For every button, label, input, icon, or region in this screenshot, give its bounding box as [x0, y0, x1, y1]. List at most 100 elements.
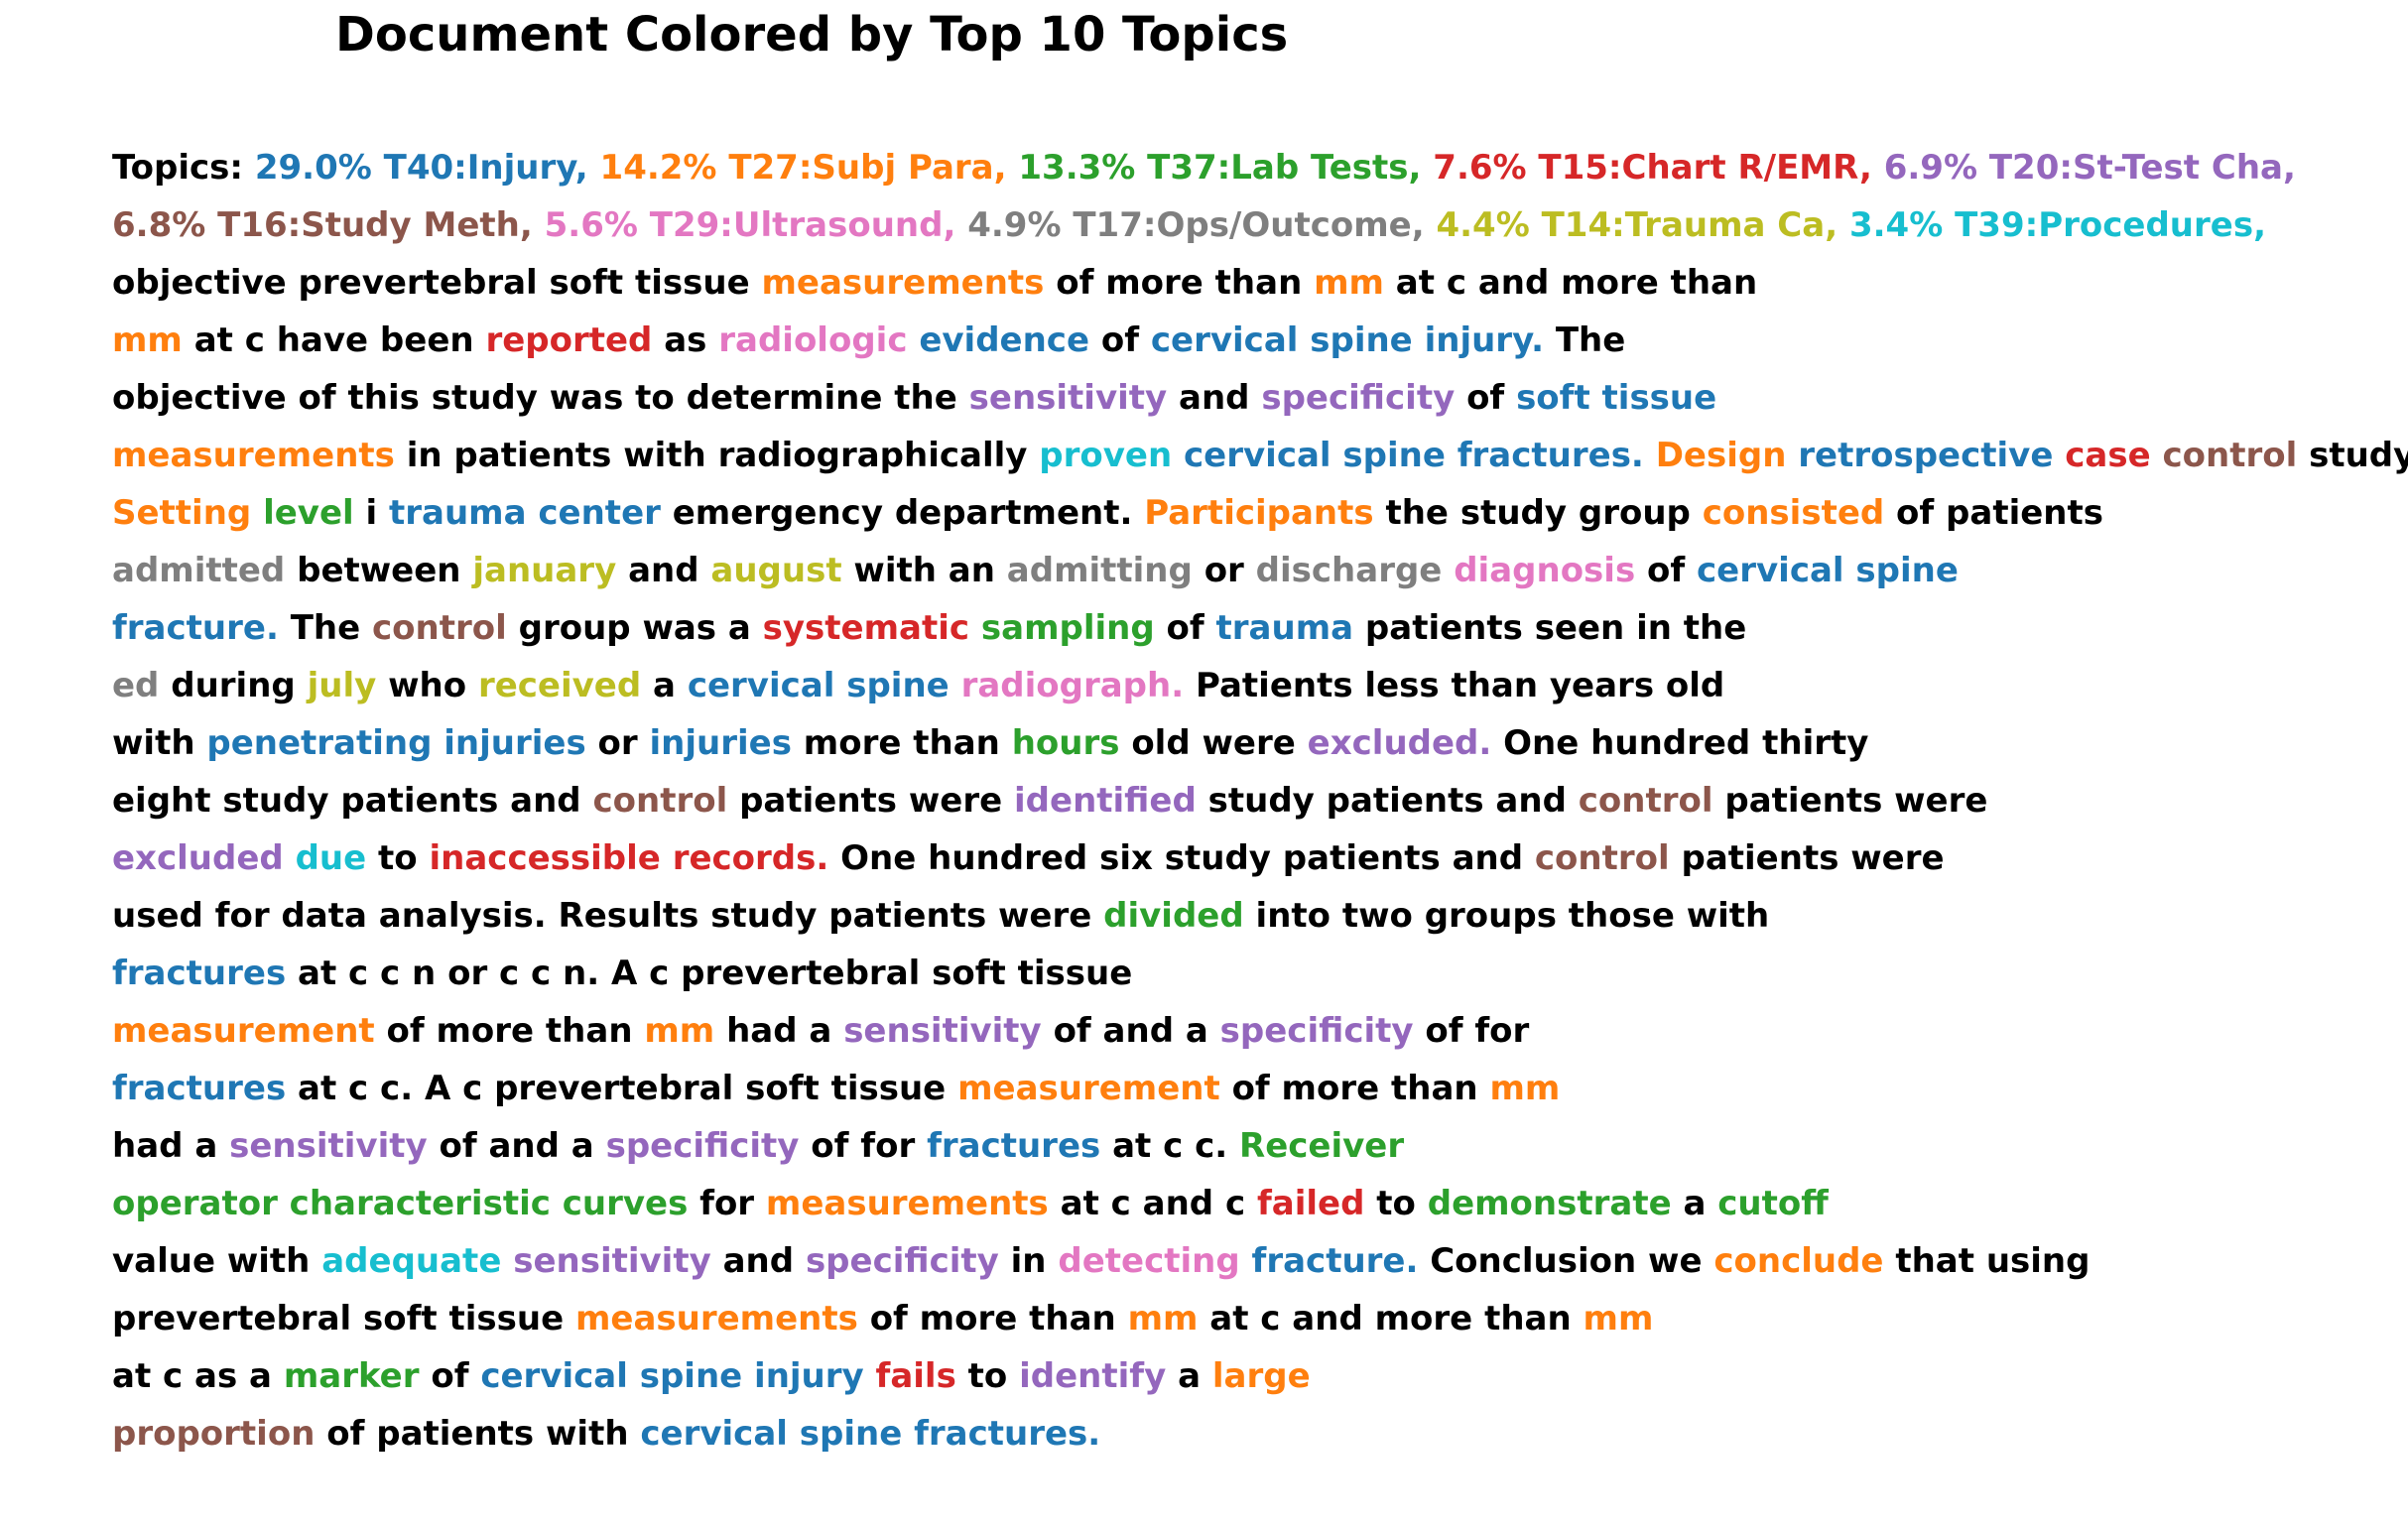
plain-text: at c and more than: [1383, 263, 1758, 303]
plain-text: eight study patients and: [112, 781, 593, 821]
plain-text: of patients: [1884, 493, 2103, 533]
plain-text: [969, 608, 981, 648]
plain-text: [955, 205, 967, 245]
plain-text: as: [652, 320, 719, 360]
topic-word: diagnosis: [1454, 551, 1636, 590]
plain-text: study patients and: [1196, 781, 1579, 821]
plain-text: of: [419, 1356, 481, 1396]
plain-text: One hundred thirty: [1491, 723, 1869, 763]
topic-word: measurement: [957, 1069, 1220, 1108]
plain-text: and: [1167, 378, 1262, 418]
plain-text: of more than: [857, 1299, 1128, 1339]
topic-word: case: [2065, 436, 2151, 475]
topic-word: received: [477, 666, 642, 705]
topic-legend-entry: 4.9% T17:Ops/Outcome,: [967, 205, 1425, 245]
topic-word: measurements: [761, 263, 1045, 303]
plain-text: at c c. A c prevertebral soft tissue: [286, 1069, 958, 1108]
topic-legend-line: Topics: 29.0% T40:Injury, 14.2% T27:Subj…: [112, 139, 2394, 196]
plain-text: study.: [2309, 436, 2408, 475]
plain-text: Topics:: [112, 148, 255, 188]
topic-word: fracture.: [1251, 1241, 1419, 1281]
topic-word: ed: [112, 666, 160, 705]
topic-word: control: [372, 608, 507, 648]
plain-text: [1240, 1241, 1252, 1281]
plain-text: prevertebral soft tissue: [112, 1299, 575, 1339]
document-text-line: prevertebral soft tissue measurements of…: [112, 1290, 2394, 1347]
topic-word: specificity: [805, 1241, 999, 1281]
plain-text: [533, 205, 545, 245]
plain-text: [2151, 436, 2163, 475]
plain-text: at c as a: [112, 1356, 284, 1396]
topic-word: measurements: [112, 436, 395, 475]
topic-word: measurements: [765, 1184, 1049, 1223]
topic-word: Design: [1655, 436, 1787, 475]
topic-word: identify: [1019, 1356, 1167, 1396]
plain-text: old were: [1119, 723, 1308, 763]
plain-text: [1425, 205, 1437, 245]
plain-text: [1172, 436, 1184, 475]
plain-text: a: [641, 666, 688, 705]
topic-word: mm: [1314, 263, 1384, 303]
topic-word: mm: [1127, 1299, 1199, 1339]
plain-text: of: [1089, 320, 1151, 360]
topic-word: august: [710, 551, 842, 590]
topic-legend-entry: 4.4% T14:Trauma Ca,: [1436, 205, 1838, 245]
plain-text: of: [1455, 378, 1517, 418]
plain-text: at c have been: [182, 320, 486, 360]
plain-text: [588, 148, 600, 188]
plain-text: [1007, 148, 1019, 188]
plain-text: Conclusion we: [1418, 1241, 1714, 1281]
document-text-line: ed during july who received a cervical s…: [112, 657, 2394, 714]
topic-word: detecting: [1058, 1241, 1240, 1281]
topic-legend-entry: 5.6% T29:Ultrasound,: [544, 205, 956, 245]
plain-text: and: [616, 551, 711, 590]
plain-text: of more than: [374, 1011, 645, 1051]
topic-word: identified: [1014, 781, 1197, 821]
plain-text: between: [285, 551, 473, 590]
topic-word: excluded.: [1307, 723, 1492, 763]
document-body: Topics: 29.0% T40:Injury, 14.2% T27:Subj…: [112, 139, 2408, 1463]
plain-text: in patients with radiographically: [394, 436, 1040, 475]
document-text-line: fracture. The control group was a system…: [112, 599, 2394, 657]
topic-word: adequate: [321, 1241, 502, 1281]
topic-word: specificity: [605, 1126, 800, 1166]
topic-word: fractures: [112, 954, 287, 993]
topic-word: fractures: [112, 1069, 287, 1108]
plain-text: One hundred six study patients and: [828, 838, 1535, 878]
topic-word: sensitivity: [843, 1011, 1042, 1051]
topic-word: proven: [1039, 436, 1173, 475]
plain-text: [1838, 205, 1849, 245]
plain-text: a: [1166, 1356, 1212, 1396]
topic-word: mm: [112, 320, 183, 360]
plain-text: used for data analysis. Results study pa…: [112, 896, 1104, 936]
plain-text: at c and c: [1048, 1184, 1257, 1223]
topic-word: systematic: [762, 608, 970, 648]
plain-text: The: [1544, 320, 1626, 360]
plain-text: or: [585, 723, 650, 763]
topic-word: cervical spine fractures.: [640, 1414, 1101, 1454]
topic-word: admitted: [112, 551, 286, 590]
topic-word: sensitivity: [229, 1126, 428, 1166]
document-text-line: Setting level i trauma center emergency …: [112, 484, 2394, 542]
plain-text: at c c.: [1100, 1126, 1240, 1166]
topic-word: inaccessible records.: [429, 838, 829, 878]
plain-text: [251, 493, 263, 533]
topic-word: level: [263, 493, 354, 533]
topic-legend-line: 6.8% T16:Study Meth, 5.6% T29:Ultrasound…: [112, 196, 2394, 254]
plain-text: patients were: [1712, 781, 1988, 821]
topic-word: consisted: [1702, 493, 1885, 533]
topic-word: evidence: [919, 320, 1090, 360]
plain-text: of: [1154, 608, 1216, 648]
plain-text: [1421, 148, 1433, 188]
plain-text: of for: [1413, 1011, 1530, 1051]
topic-word: sampling: [980, 608, 1155, 648]
plain-text: or: [1192, 551, 1256, 590]
document-text-line: admitted between january and august with…: [112, 542, 2394, 599]
plain-text: of for: [799, 1126, 928, 1166]
topic-word: mm: [1583, 1299, 1654, 1339]
topic-word: penetrating injuries: [206, 723, 586, 763]
plain-text: a: [1671, 1184, 1718, 1223]
plain-text: to: [1364, 1184, 1428, 1223]
topic-word: cervical spine injury: [480, 1356, 864, 1396]
topic-word: divided: [1103, 896, 1244, 936]
